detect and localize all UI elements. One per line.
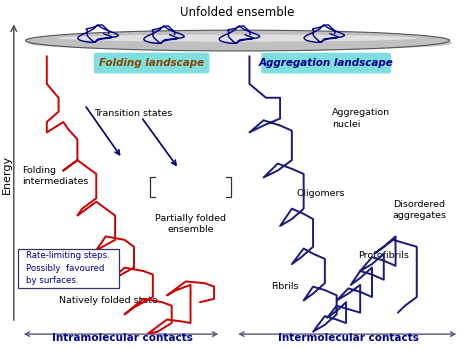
Ellipse shape — [26, 30, 450, 51]
Ellipse shape — [28, 36, 452, 50]
Text: Aggregation
nuclei: Aggregation nuclei — [332, 109, 390, 129]
Text: Energy: Energy — [2, 155, 12, 193]
Text: Protofibrils: Protofibrils — [358, 251, 409, 260]
Text: Intramolecular contacts: Intramolecular contacts — [52, 333, 192, 343]
Text: Disordered
aggregates: Disordered aggregates — [392, 200, 446, 220]
Text: Transition states: Transition states — [94, 109, 172, 118]
Text: Intermolecular contacts: Intermolecular contacts — [278, 333, 419, 343]
Text: Fibrils: Fibrils — [271, 282, 299, 291]
Text: Partially folded
ensemble: Partially folded ensemble — [155, 214, 226, 234]
FancyBboxPatch shape — [94, 53, 210, 73]
FancyBboxPatch shape — [18, 248, 119, 288]
Text: Folding landscape: Folding landscape — [99, 58, 204, 68]
Text: Oligomers: Oligomers — [297, 189, 345, 198]
Text: Folding
intermediates: Folding intermediates — [22, 166, 88, 186]
Text: Aggregation landscape: Aggregation landscape — [259, 58, 393, 68]
FancyBboxPatch shape — [261, 53, 391, 73]
Text: Unfolded ensemble: Unfolded ensemble — [181, 6, 295, 19]
Text: Rate-limiting steps.
Possibly  favoured
by surfaces.: Rate-limiting steps. Possibly favoured b… — [26, 251, 109, 285]
Text: Natively folded state: Natively folded state — [59, 296, 157, 305]
Ellipse shape — [57, 34, 418, 42]
